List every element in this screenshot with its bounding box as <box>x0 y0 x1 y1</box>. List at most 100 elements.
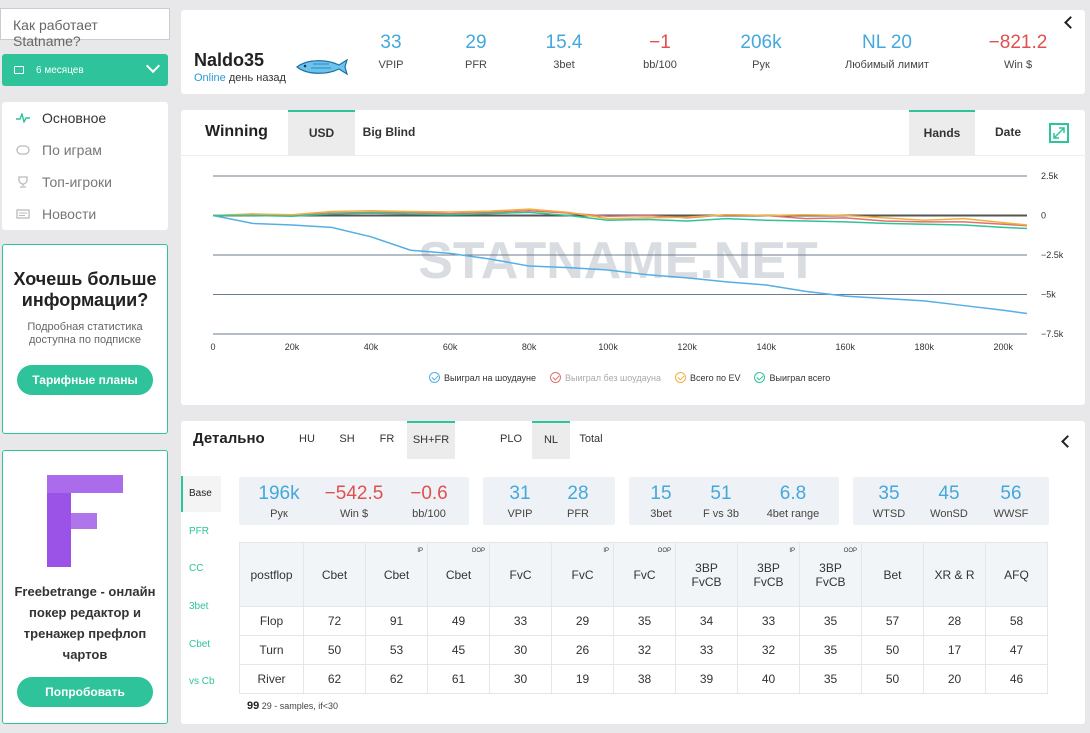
table-cell: 62 <box>365 664 428 694</box>
table-cell: 32 <box>737 635 800 665</box>
table-cell: 35 <box>799 606 862 636</box>
table-header-cell: 3BP FvCB OOP <box>799 542 862 607</box>
side-tab-cbet[interactable]: Cbet <box>189 639 211 650</box>
y-tick-label: −7.5k <box>1041 329 1064 339</box>
stat-group-results: 196k Рук −542.5 Win $ −0.6 bb/100 <box>239 477 469 525</box>
side-tab-cc[interactable]: CC <box>189 563 204 574</box>
table-cell: 29 <box>551 606 614 636</box>
stat-vpip: 31 VPIP <box>507 483 533 520</box>
chevron-left-icon[interactable] <box>1061 435 1074 448</box>
table-icon <box>16 145 30 155</box>
detail-tabs: Детально HU SH FR SH+FR PLO NL Total <box>181 421 1085 459</box>
legend-item[interactable]: Выиграл без шоудауна <box>549 372 661 383</box>
x-tick-label: 120k <box>677 342 697 352</box>
tab-usd[interactable]: USD <box>288 110 355 156</box>
tab-date[interactable]: Date <box>994 125 1021 139</box>
legend-item[interactable]: Всего по EV <box>674 372 740 383</box>
side-tab-vs-cb[interactable]: vs Cb <box>189 676 215 687</box>
table-row: Turn 50 53 45 30 26 32 33 32 35 50 17 47 <box>239 635 1048 665</box>
table-cell: 35 <box>613 606 676 636</box>
freebetrange-logo <box>47 475 123 567</box>
nav-item-main[interactable]: Основное <box>2 102 168 134</box>
table-cell: 40 <box>737 664 800 694</box>
table-cell: 32 <box>613 635 676 665</box>
header-line-1: postflop <box>250 567 293 582</box>
samples-quote-mark: 99 <box>247 700 260 712</box>
tab-hu[interactable]: HU <box>299 433 315 445</box>
position-superscript: OOP <box>471 548 485 554</box>
last-seen: день назад <box>228 72 286 84</box>
table-cell: 53 <box>365 635 428 665</box>
header-line-1: Bet <box>883 567 902 582</box>
tab-plo[interactable]: PLO <box>499 433 522 445</box>
side-tab-3bet[interactable]: 3bet <box>189 601 209 612</box>
nav-item-games[interactable]: По играм <box>2 134 168 166</box>
stat-bb100: −0.6 bb/100 <box>410 483 448 520</box>
series-line <box>213 211 1028 230</box>
tab-total[interactable]: Total <box>579 433 603 445</box>
table-header-cell: XR & R <box>923 542 986 607</box>
tab-hands[interactable]: Hands <box>909 110 975 156</box>
stat-pfr: 28 PFR <box>567 483 589 520</box>
expand-icon[interactable] <box>1049 123 1069 143</box>
check-circle-icon <box>754 372 766 383</box>
header-line-1: 3BP <box>757 560 780 575</box>
y-tick-label: −2.5k <box>1041 250 1064 260</box>
calendar-icon <box>14 66 24 74</box>
promo-title: Хочешь больше информации? <box>13 269 157 310</box>
table-cell: 19 <box>551 664 614 694</box>
table-header-cell: FvC IP <box>551 542 614 607</box>
samples-text: 29 - samples, if<30 <box>261 701 339 711</box>
table-cell: 61 <box>427 664 490 694</box>
side-tab-base[interactable]: Base <box>181 476 221 512</box>
try-button[interactable]: Попробовать <box>17 677 153 707</box>
legend-item[interactable]: Выиграл всего <box>754 372 830 383</box>
online-status: Online <box>194 72 226 84</box>
position-superscript: OOP <box>843 548 857 554</box>
header-line-1: 3BP <box>695 560 718 575</box>
tab-nl[interactable]: NL <box>532 421 570 459</box>
stat-hands: 206k Рук <box>740 32 782 71</box>
period-value: 6 месяцев <box>36 65 84 76</box>
x-tick-label: 80k <box>522 342 537 352</box>
tab-big-blind[interactable]: Big Blind <box>362 125 416 139</box>
legend-item[interactable]: Выиграл на шоудауне <box>429 372 536 383</box>
table-cell: 72 <box>303 606 366 636</box>
series-line <box>212 214 1028 315</box>
chevron-left-icon[interactable] <box>1064 16 1077 29</box>
how-it-works-link[interactable]: Как работает Statname? <box>0 8 170 49</box>
tab-fr[interactable]: FR <box>379 433 395 445</box>
table-cell: 45 <box>427 635 490 665</box>
x-tick-label: 200k <box>994 342 1014 352</box>
legend-label: Выиграл на шоудауне <box>444 372 536 383</box>
side-tab-pfr[interactable]: PFR <box>189 526 209 537</box>
stat-pfr: 29 PFR <box>465 32 487 71</box>
nav-item-news[interactable]: Новости <box>2 198 168 230</box>
nav-item-top-players[interactable]: Топ-игроки <box>2 166 168 198</box>
x-tick-label: 60k <box>443 342 458 352</box>
header-line-1: Cbet <box>445 567 472 582</box>
chart-title: Winning <box>205 123 268 140</box>
header-line-1: FvC <box>633 567 656 582</box>
tab-sh[interactable]: SH <box>339 433 355 445</box>
tab-sh-fr[interactable]: SH+FR <box>407 421 455 459</box>
pricing-plans-button[interactable]: Тарифные планы <box>17 365 153 395</box>
header-line-1: FvC <box>571 567 594 582</box>
winnings-chart-panel: Winning USD Big Blind Hands Date STATNAM… <box>181 110 1085 405</box>
table-header-cell: 3BP FvCB <box>675 542 738 607</box>
nav-item-label: Топ-игроки <box>42 174 112 190</box>
table-cell: 33 <box>737 606 800 636</box>
table-row: Flop 72 91 49 33 29 35 34 33 35 57 28 58 <box>239 606 1048 636</box>
stat-group-showdown: 35 WTSD 45 WonSD 56 WWSF <box>853 477 1049 525</box>
stat-wonsd: 45 WonSD <box>930 483 968 520</box>
stat-win: −821.2 Win $ <box>988 32 1048 71</box>
ad-text: Freebetrange - онлайн покер редактор и т… <box>14 584 156 662</box>
stat-win: −542.5 Win $ <box>324 483 384 520</box>
header-line-2: FvCB <box>815 574 846 589</box>
samples-note: 99 29 - samples, if<30 <box>247 700 338 712</box>
table-cell: 47 <box>985 635 1048 665</box>
y-tick-label: 0 <box>1041 211 1046 221</box>
period-select[interactable]: 6 месяцев <box>2 54 168 86</box>
table-cell: 35 <box>799 664 862 694</box>
stat-hands: 196k Рук <box>258 483 300 520</box>
